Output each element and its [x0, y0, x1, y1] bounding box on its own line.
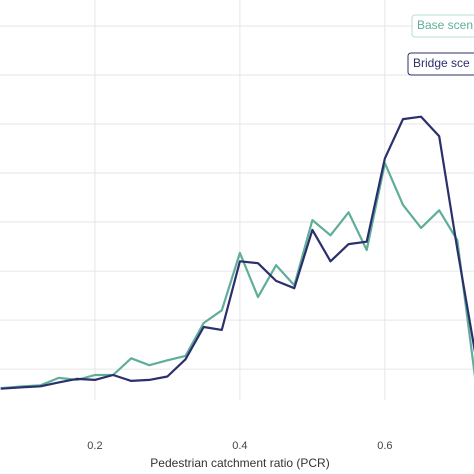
legend-label: Base scen	[417, 18, 473, 32]
legend-box	[411, 14, 474, 38]
x-tick-label: 0.2	[87, 440, 102, 452]
x-tick-label: 0.6	[377, 440, 392, 452]
legend-box	[407, 52, 474, 76]
legend-label: Bridge sce	[413, 56, 470, 70]
x-tick-label: 0.4	[232, 440, 247, 452]
series-line	[0, 162, 474, 390]
x-axis-label: Pedestrian catchment ratio (PCR)	[150, 456, 329, 470]
series-line	[0, 115, 474, 390]
